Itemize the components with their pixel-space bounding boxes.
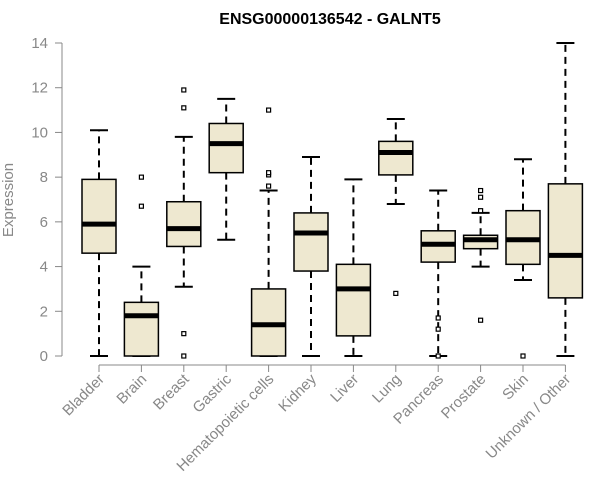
boxes <box>81 42 584 359</box>
outlier-point <box>181 353 187 359</box>
box-iqr <box>547 183 584 299</box>
box-group <box>462 187 499 323</box>
x-tick-label: Lung <box>369 371 405 407</box>
x-tick-label: Bladder <box>59 371 108 420</box>
box-iqr <box>123 301 160 357</box>
x-tick-label: Prostate <box>438 371 490 423</box>
y-tick-label: 6 <box>40 214 48 231</box>
outlier-point <box>266 107 272 113</box>
y-tick-label: 0 <box>40 348 48 365</box>
outlier-point <box>266 183 272 189</box>
outlier-point <box>181 331 187 337</box>
box-group <box>166 87 202 359</box>
outlier-point <box>478 187 484 194</box>
y-tick-label: 2 <box>40 303 48 320</box>
box-group <box>335 178 372 357</box>
outlier-point <box>138 174 144 180</box>
y-axis: 0 2 4 6 8 10 12 14 <box>31 35 63 365</box>
x-tick-label: Skin <box>499 371 532 404</box>
box-iqr <box>335 263 372 337</box>
x-tick-label: Liver <box>327 371 362 406</box>
x-tick-label: Kidney <box>275 370 320 415</box>
box-group <box>420 189 456 359</box>
outlier-point <box>435 353 441 359</box>
box-group <box>293 156 329 357</box>
y-tick-label: 12 <box>31 80 48 97</box>
outlier-point <box>181 87 187 93</box>
outlier-point <box>478 317 484 323</box>
outlier-point <box>181 105 187 111</box>
box-group <box>123 174 160 357</box>
outlier-point <box>393 290 399 296</box>
x-tick-label: Breast <box>150 370 193 413</box>
outlier-point <box>138 203 144 209</box>
box-group <box>505 158 541 359</box>
box-group <box>250 107 287 357</box>
outlier-point <box>520 353 526 359</box>
y-tick-label: 4 <box>40 259 48 276</box>
box-group <box>208 97 244 241</box>
box-group <box>378 118 414 296</box>
box-iqr <box>81 178 117 254</box>
outlier-point <box>435 326 441 332</box>
outlier-point <box>478 194 484 200</box>
box-group <box>547 42 584 357</box>
box-iqr <box>293 212 329 272</box>
outlier-point <box>478 208 484 214</box>
outlier-point <box>435 315 441 321</box>
y-tick-label: 14 <box>31 35 48 52</box>
box-iqr <box>166 200 202 248</box>
x-tick-label: Brain <box>113 371 150 408</box>
outlier-point <box>266 170 272 176</box>
box-group <box>81 129 117 357</box>
chart-title: ENSG00000136542 - GALNT5 <box>219 11 441 28</box>
box-iqr <box>208 122 244 174</box>
y-axis-label: Expression <box>0 163 17 237</box>
y-tick-label: 10 <box>31 124 48 141</box>
y-tick-label: 8 <box>40 169 48 186</box>
box-iqr <box>378 140 414 176</box>
